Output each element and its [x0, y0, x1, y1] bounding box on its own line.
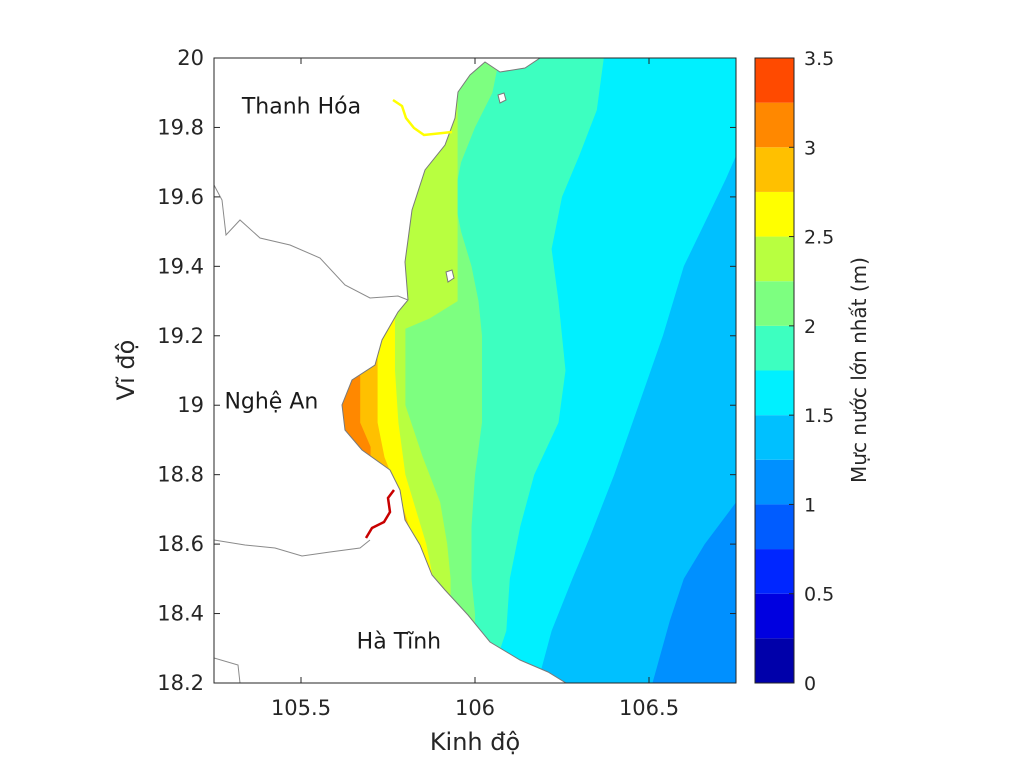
colorbar-swatch: [755, 370, 794, 416]
x-axis-label: Kinh độ: [430, 728, 520, 756]
y-tick-label: 18.6: [157, 532, 204, 556]
colorbar-tick-label: 1: [804, 494, 816, 516]
region-label: Nghệ An: [224, 390, 318, 415]
colorbar-swatch: [755, 147, 794, 192]
island: [445, 269, 455, 283]
colorbar-swatch: [755, 593, 794, 639]
x-tick-label: 105.5: [271, 696, 331, 720]
colorbar-tick-label: 1.5: [804, 405, 834, 427]
colorbar-swatch: [755, 191, 794, 237]
x-tick-label: 106: [455, 696, 495, 720]
y-axis: 18.2 18.4 18.6 18.8 19 19.2 19.4 19.6 19.8 20: [157, 46, 736, 695]
colorbar-swatch: [755, 459, 794, 505]
province-border-corner: [214, 657, 241, 683]
y-tick-label: 18.2: [157, 671, 204, 695]
colorbar-tick-label: 0.5: [804, 584, 834, 606]
map-area: [214, 58, 736, 683]
land-mask: [214, 58, 567, 683]
y-tick-label: 18.4: [157, 602, 204, 626]
colorbar-tick-label: 3: [804, 137, 816, 159]
colorbar-swatch: [755, 504, 794, 550]
colorbar-swatch: [755, 58, 794, 103]
region-labels: Thanh Hóa Nghệ An Hà Tĩnh: [224, 95, 441, 655]
province-border-south: [214, 539, 371, 557]
river-nghe-an: [364, 489, 395, 539]
colorbar-swatch: [755, 236, 794, 282]
colorbar-swatch: [755, 549, 794, 594]
colorbar: 0 0.5 1 1.5 2 2.5 3 3.5: [755, 48, 834, 695]
colorbar-tick-label: 0: [804, 673, 816, 695]
colorbar-swatch: [755, 415, 794, 460]
colorbar-swatch: [755, 281, 794, 326]
y-axis-label: Vĩ độ: [112, 340, 140, 401]
region-label: Hà Tĩnh: [357, 629, 441, 654]
colorbar-tick-label: 3.5: [804, 48, 834, 70]
x-tick-label: 106.5: [619, 696, 679, 720]
island: [497, 92, 507, 104]
province-border-north: [214, 184, 409, 301]
colorbar-frame: [754, 57, 795, 684]
y-tick-label: 19.4: [157, 254, 204, 278]
y-tick-label: 19.6: [157, 185, 204, 209]
colorbar-swatch: [755, 325, 794, 371]
colorbar-tick-label: 2: [804, 316, 816, 338]
colorbar-swatch: [755, 102, 794, 148]
y-tick-label: 20: [177, 46, 204, 70]
colorbar-label: Mực nước lớn nhất (m): [847, 257, 871, 483]
region-label: Thanh Hóa: [241, 95, 361, 120]
x-axis: 105.5 106 106.5: [271, 58, 679, 720]
river-thanh-hoa: [392, 98, 453, 137]
y-tick-label: 19.8: [157, 115, 204, 139]
y-tick-label: 19.2: [157, 324, 204, 348]
colorbar-swatch: [755, 638, 794, 683]
y-tick-label: 19: [177, 393, 204, 417]
colorbar-tick-label: 2.5: [804, 227, 834, 249]
y-tick-label: 18.8: [157, 463, 204, 487]
